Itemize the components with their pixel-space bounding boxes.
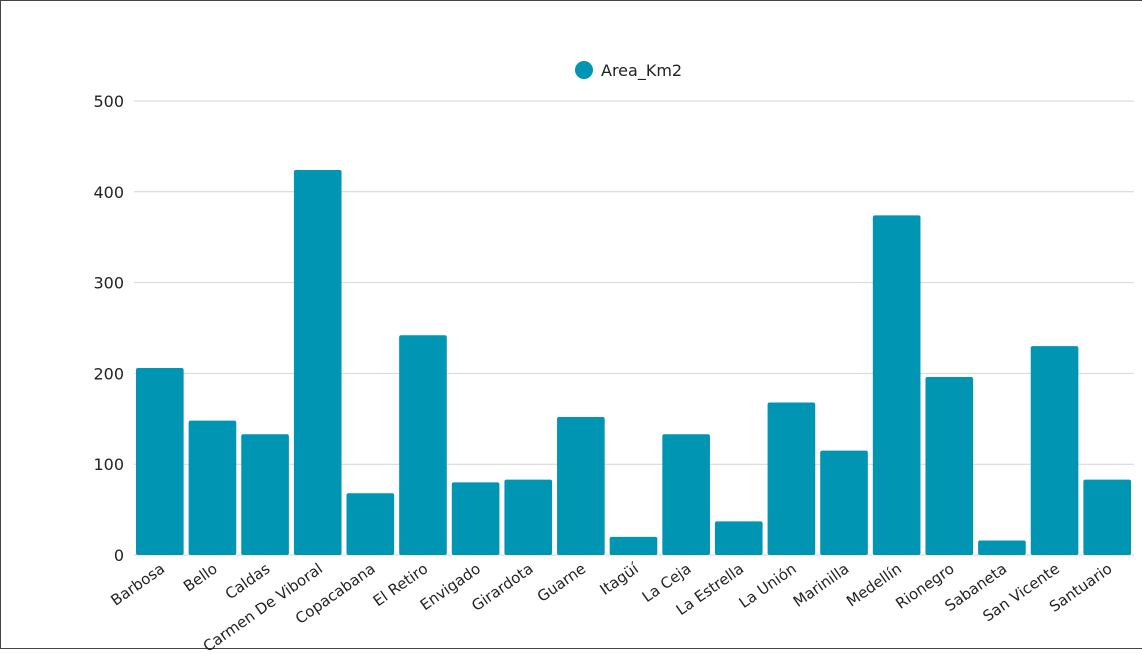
y-axis-ticks: 0 100 200 300 400 500 xyxy=(93,92,124,565)
x-tick-label: Barbosa xyxy=(108,560,169,610)
bar xyxy=(188,420,237,555)
bar xyxy=(714,521,763,555)
legend-swatch xyxy=(575,61,593,79)
bar xyxy=(978,540,1026,555)
bar xyxy=(609,536,658,555)
bar xyxy=(925,377,974,555)
bar xyxy=(451,482,500,555)
bar xyxy=(767,402,816,555)
bar xyxy=(241,434,289,555)
x-tick-label: Guarne xyxy=(534,560,589,606)
y-tick-label: 400 xyxy=(93,183,124,202)
bars xyxy=(136,170,1131,555)
x-tick-label: La Unión xyxy=(736,560,800,612)
y-tick-label: 200 xyxy=(93,364,124,383)
bar xyxy=(1083,479,1131,555)
bar xyxy=(1030,346,1079,555)
legend-label: Area_Km2 xyxy=(601,61,682,81)
bar xyxy=(399,335,447,555)
x-tick-label: Marinilla xyxy=(790,560,852,611)
x-tick-label: Bello xyxy=(180,560,221,596)
y-tick-label: 100 xyxy=(93,455,124,474)
bar xyxy=(872,215,921,555)
bar xyxy=(504,479,553,555)
x-tick-label: Itagüí xyxy=(596,559,642,599)
legend[interactable]: Area_Km2 xyxy=(575,61,682,81)
bar xyxy=(346,493,395,555)
y-tick-label: 0 xyxy=(114,546,124,565)
y-tick-label: 500 xyxy=(93,92,124,111)
bar xyxy=(820,450,868,555)
bar xyxy=(136,367,184,555)
y-tick-label: 300 xyxy=(93,274,124,293)
bar xyxy=(557,416,605,555)
bar xyxy=(662,434,710,555)
bar xyxy=(293,170,342,555)
